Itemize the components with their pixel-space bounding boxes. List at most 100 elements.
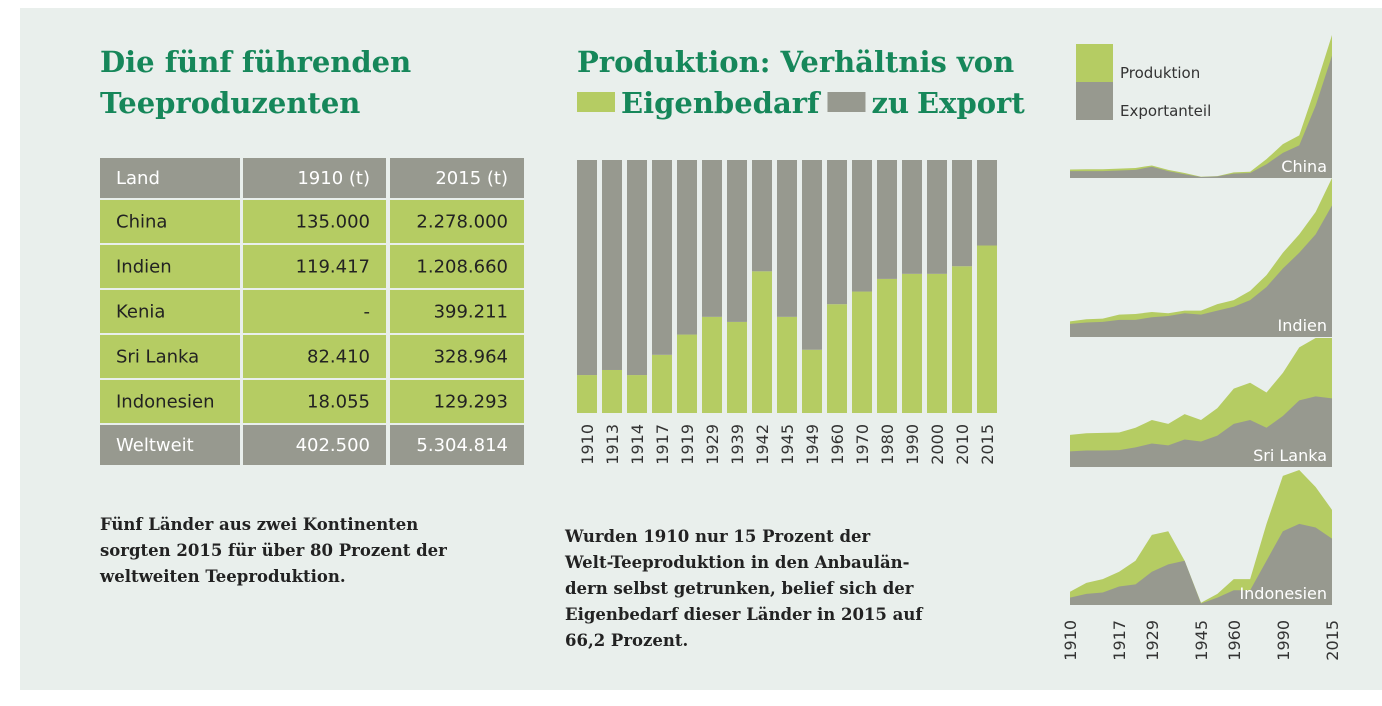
table-row-cell <box>390 245 524 288</box>
x-tick-label: 1917 <box>653 424 672 465</box>
legend-swatch <box>1076 82 1113 120</box>
bar-segment <box>577 375 597 413</box>
x-tick-label: 1942 <box>753 424 772 465</box>
bar-segment <box>802 349 822 413</box>
x-tick-label: 1910 <box>578 424 597 465</box>
bar-segment <box>727 321 747 413</box>
table-row-text: Kenia <box>116 302 165 323</box>
bar-segment <box>802 160 822 350</box>
table-header-text: Land <box>116 168 160 189</box>
table-total-cell <box>100 425 240 465</box>
left-note: weltweiten Teeproduktion. <box>99 567 346 586</box>
bar-segment <box>627 375 647 413</box>
legend-swatch <box>1076 44 1113 82</box>
bar-segment <box>727 160 747 322</box>
table-row-text: 18.055 <box>307 392 370 413</box>
legend-swatch <box>577 92 615 112</box>
table-row-cell <box>243 335 386 378</box>
middle-note: dern selbst getrunken, belief sich der <box>565 579 914 598</box>
bar-segment <box>752 160 772 272</box>
middle-note: Welt-Teeproduktion in den Anbaulän- <box>564 553 910 572</box>
bar-segment <box>627 160 647 376</box>
table-row-cell <box>243 380 386 423</box>
x-tick-label: 1960 <box>1225 620 1244 661</box>
bar-segment <box>777 316 797 413</box>
legend-label: Exportanteil <box>1120 102 1211 120</box>
middle-note: Eigenbedarf dieser Länder in 2015 auf <box>565 605 923 624</box>
table-row-cell <box>100 290 240 333</box>
table-row-cell <box>100 380 240 423</box>
legend-joiner: zu <box>871 86 909 120</box>
bar-segment <box>952 160 972 267</box>
legend-label: Export <box>917 86 1025 120</box>
area <box>1070 205 1332 337</box>
table-row-text: 399.211 <box>434 302 508 323</box>
table-row-text: - <box>364 302 371 323</box>
table-total-text: 5.304.814 <box>416 435 508 456</box>
table-total-text: Weltweit <box>116 435 194 456</box>
table-row-cell <box>390 335 524 378</box>
area <box>1070 55 1332 178</box>
left-note: sorgten 2015 für über 80 Prozent der <box>100 541 447 560</box>
table-header-cell <box>100 158 240 198</box>
bar-segment <box>977 245 997 413</box>
x-tick-label: 1910 <box>1061 620 1080 661</box>
x-tick-label: 1945 <box>1192 620 1211 661</box>
bar-segment <box>602 160 622 370</box>
left-title: Teeproduzenten <box>100 86 360 120</box>
table-row-cell <box>243 245 386 288</box>
bar-segment <box>852 291 872 413</box>
bar-segment <box>827 160 847 305</box>
x-tick-label: 1913 <box>603 424 622 465</box>
x-tick-label: 1949 <box>803 424 822 465</box>
bar-segment <box>652 354 672 413</box>
panel-title: Indien <box>1278 316 1327 335</box>
table-total-cell <box>243 425 386 465</box>
table-row-cell <box>390 200 524 243</box>
bar-segment <box>877 278 897 413</box>
table-row-text: 82.410 <box>307 347 370 368</box>
bar-segment <box>577 160 597 376</box>
bar-segment <box>827 304 847 413</box>
x-tick-label: 1980 <box>878 424 897 465</box>
area <box>1070 523 1332 605</box>
table-header-cell <box>390 158 524 198</box>
bar-segment <box>952 266 972 413</box>
x-tick-label: 1945 <box>778 424 797 465</box>
x-tick-label: 1960 <box>828 424 847 465</box>
bar-segment <box>677 334 697 413</box>
panel-title: Sri Lanka <box>1253 446 1327 465</box>
table-row-cell <box>390 290 524 333</box>
x-tick-label: 1919 <box>678 424 697 465</box>
legend-label: Produktion <box>1120 64 1200 82</box>
table-row-cell <box>100 245 240 288</box>
x-tick-label: 1914 <box>628 424 647 465</box>
bar-segment <box>752 271 772 413</box>
table-row-cell <box>243 290 386 333</box>
table-row-text: 135.000 <box>296 212 370 233</box>
table-row-cell <box>100 200 240 243</box>
bar-segment <box>927 160 947 274</box>
table-row-cell <box>100 335 240 378</box>
bar-segment <box>602 369 622 413</box>
x-tick-label: 1929 <box>1143 620 1162 661</box>
area <box>1070 396 1332 467</box>
table-header-cell <box>243 158 386 198</box>
x-tick-label: 1939 <box>728 424 747 465</box>
legend-label: Eigenbedarf <box>621 86 822 120</box>
table-header-text: 1910 (t) <box>297 168 370 189</box>
table-row-text: 2.278.000 <box>416 212 508 233</box>
bar-segment <box>977 160 997 246</box>
table-header-text: 2015 (t) <box>435 168 508 189</box>
bar-segment <box>777 160 797 317</box>
bar-segment <box>902 273 922 413</box>
table-row-text: 119.417 <box>296 257 370 278</box>
middle-note: Wurden 1910 nur 15 Prozent der <box>564 527 871 546</box>
x-tick-label: 2015 <box>978 424 997 465</box>
table-row-text: China <box>116 212 167 233</box>
table-row-text: 1.208.660 <box>416 257 508 278</box>
bar-segment <box>702 316 722 413</box>
x-tick-label: 2015 <box>1323 620 1342 661</box>
bar-segment <box>927 273 947 413</box>
table-row-cell <box>243 200 386 243</box>
